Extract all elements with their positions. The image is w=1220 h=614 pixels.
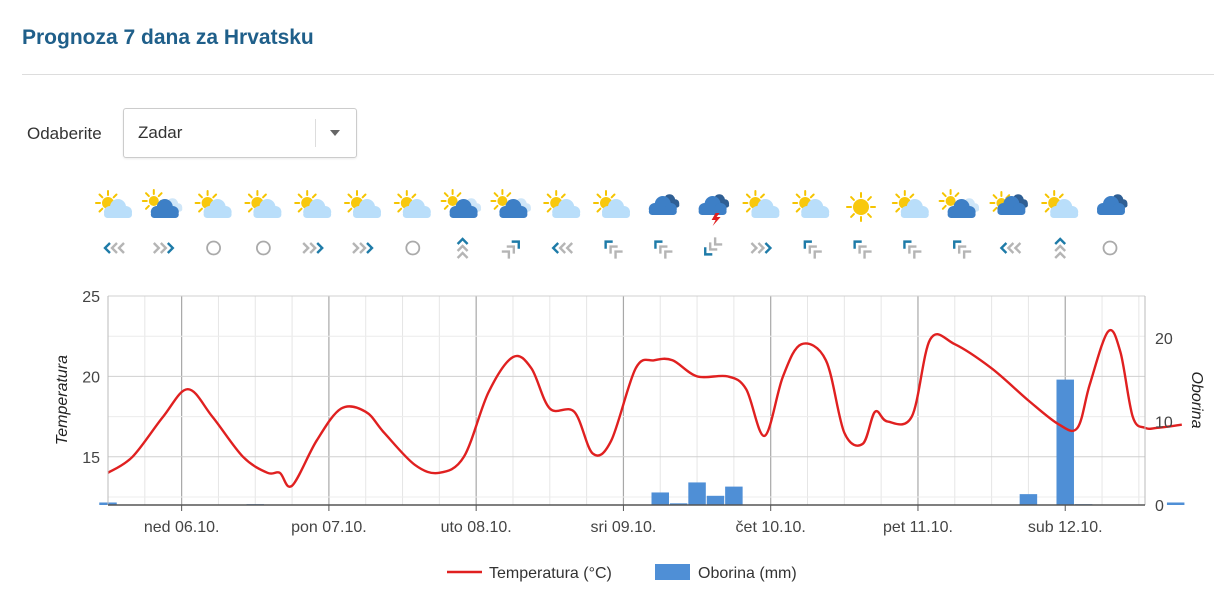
wind-direction-icon [302, 242, 324, 254]
precipitation-bar[interactable] [1166, 502, 1185, 505]
page-title: Prognoza 7 dana za Hrvatsku [22, 26, 314, 49]
temperature-line[interactable] [107, 328, 1182, 488]
calm-wind-icon [405, 240, 421, 256]
y-right-tick-label: 0 [1155, 498, 1164, 515]
x-tick-label: uto 08.10. [441, 519, 512, 536]
x-tick-label: ned 06.10. [144, 519, 220, 536]
cloud-icon [141, 189, 183, 218]
sun-icon [846, 192, 876, 222]
rain-icon [648, 194, 680, 223]
divider [22, 74, 1214, 75]
thunderstorm-icon [698, 194, 730, 226]
chevron-down-icon[interactable] [330, 130, 340, 136]
wind-direction-icon [999, 242, 1022, 254]
wind-direction-icon [551, 242, 574, 254]
wind-direction-icon [704, 237, 723, 256]
precipitation-bar[interactable] [1056, 379, 1074, 505]
partly-sunny-icon [543, 190, 581, 218]
calm-wind-icon [255, 240, 271, 256]
wind-direction-icon [903, 240, 922, 259]
wind-direction-icon [750, 242, 773, 254]
precipitation-bar[interactable] [688, 482, 706, 505]
weather-icons-row [95, 189, 1128, 226]
partly-sunny-icon [95, 190, 132, 218]
city-select-label: Odaberite [27, 124, 102, 143]
y-left-tick-label: 15 [82, 450, 100, 467]
cloud-icon [440, 189, 482, 218]
wind-direction-icon [654, 240, 673, 259]
partly-sunny-icon [742, 190, 780, 218]
precipitation-bar[interactable] [651, 492, 669, 505]
y-right-tick-label: 20 [1155, 331, 1173, 348]
wind-direction-icon [604, 240, 623, 259]
partly-sunny-icon [792, 190, 830, 218]
partly-sunny-icon [393, 190, 431, 218]
select-separator [315, 119, 316, 147]
precipitation-bar[interactable] [725, 486, 743, 505]
wind-direction-icon [1054, 237, 1067, 259]
precipitation-bar[interactable] [669, 503, 688, 505]
partly-sunny-icon [294, 190, 332, 218]
x-tick-label: sub 12.10. [1028, 519, 1103, 536]
y-axis-right-label: Oborina [1188, 372, 1205, 429]
wind-direction-icon [953, 240, 972, 259]
precipitation-bars [99, 379, 1185, 505]
legend-temperature-label[interactable]: Temperatura (°C) [489, 565, 612, 582]
precipitation-bar[interactable] [706, 495, 725, 505]
chart-grid [108, 295, 1145, 505]
partly-sunny-icon [194, 190, 232, 218]
wind-direction-icon [456, 237, 469, 259]
calm-wind-icon [1102, 240, 1118, 256]
chart-axes: 15 20 25 0 10 20 ned 06.10. pon 07.10. uto 08.10… [82, 289, 1173, 536]
y-left-tick-label: 25 [82, 289, 100, 306]
wind-direction-icon [103, 242, 125, 254]
x-tick-label: pet 11.10. [883, 519, 953, 536]
partly-sunny-icon [593, 190, 630, 218]
precipitation-bar[interactable] [1019, 494, 1038, 505]
cloud-icon [938, 189, 980, 218]
wind-direction-icon [352, 242, 374, 254]
partly-sunny-icon [344, 190, 381, 218]
wind-direction-icon [152, 242, 175, 254]
chart-legend: Temperatura (°C) Oborina (mm) [447, 564, 797, 582]
calm-wind-icon [206, 240, 222, 256]
legend-precipitation-label[interactable]: Oborina (mm) [698, 565, 797, 582]
y-right-tick-label: 10 [1155, 414, 1173, 431]
partly-sunny-icon [244, 190, 282, 218]
y-left-tick-label: 20 [82, 369, 100, 386]
wind-direction-icon [803, 240, 822, 259]
partly-sunny-icon [1041, 190, 1079, 218]
wind-direction-icon [501, 240, 520, 259]
partly-sunny-icon [891, 190, 929, 218]
city-select[interactable]: Zadar [123, 108, 357, 158]
y-axis-left-label: Temperatura [54, 355, 71, 445]
wind-direction-icon [853, 240, 872, 259]
city-select-value: Zadar [138, 123, 183, 142]
x-tick-label: sri 09.10. [591, 519, 657, 536]
heavy-rain-icon [989, 191, 1028, 223]
wind-icons-row [103, 237, 1118, 259]
cloud-icon [490, 189, 531, 218]
rain-icon [1097, 194, 1128, 223]
x-tick-label: čet 10.10. [736, 519, 806, 536]
legend-precipitation-swatch [655, 564, 690, 580]
forecast-chart: 15 20 25 0 10 20 ned 06.10. pon 07.10. uto 08.10… [54, 189, 1205, 582]
x-tick-label: pon 07.10. [291, 519, 367, 536]
